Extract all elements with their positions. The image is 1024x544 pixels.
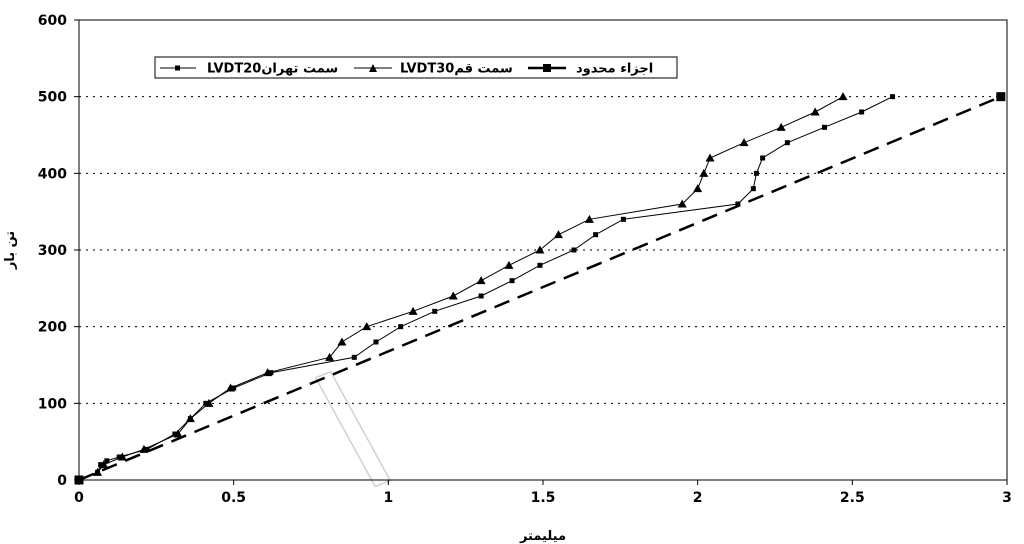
legend-label-lvdt30: LVDT30سمت قم — [400, 62, 513, 77]
data-point — [337, 337, 347, 346]
x-tick-label: 0 — [74, 490, 84, 506]
data-point — [144, 446, 150, 452]
y-axis-title: تن بار — [3, 231, 18, 270]
data-point — [705, 153, 715, 162]
legend-entry-lvdt20: LVDT20سمت تهران — [160, 62, 338, 77]
data-point — [203, 400, 209, 406]
series-line-2 — [78, 96, 844, 481]
y-tick-label: 100 — [38, 396, 67, 412]
data-point — [553, 230, 563, 239]
data-point — [263, 368, 273, 377]
x-axis-title: میلیمتر — [519, 529, 566, 544]
data-point — [859, 109, 865, 115]
data-point — [185, 414, 195, 423]
legend-marker-triangle — [369, 64, 377, 72]
data-point — [104, 458, 110, 464]
data-point — [432, 308, 438, 314]
legend-label-fem: اجزاء محدود — [576, 62, 653, 77]
x-axis: 0 0.5 1 1.5 2 2.5 3 — [74, 480, 1012, 506]
data-point — [325, 352, 335, 361]
data-point — [362, 322, 372, 331]
x-tick-label: 2 — [693, 490, 703, 506]
data-point — [268, 370, 274, 376]
data-point — [509, 278, 515, 284]
y-tick-label: 0 — [57, 473, 67, 489]
data-point — [116, 454, 122, 460]
data-point — [117, 452, 127, 461]
data-point — [173, 429, 183, 438]
data-point — [810, 107, 820, 116]
data-point — [890, 94, 896, 100]
x-tick-label: 1.5 — [531, 490, 556, 506]
data-point — [172, 431, 178, 437]
legend-entry-lvdt30: LVDT30سمت قم — [354, 62, 513, 77]
data-point — [504, 260, 514, 269]
legend-entry-fem: اجزاء محدود — [528, 62, 653, 77]
series-line-3 — [78, 95, 1002, 482]
data-point — [99, 460, 109, 469]
x-tick-label: 2.5 — [840, 490, 865, 506]
y-tick-label: 300 — [38, 243, 67, 259]
data-point — [620, 216, 626, 222]
legend-marker-square-large — [543, 64, 551, 72]
data-point — [448, 291, 458, 300]
series-layer — [74, 92, 1006, 485]
data-point — [231, 385, 237, 391]
data-point — [398, 324, 404, 330]
data-point — [478, 293, 484, 299]
data-point — [699, 168, 709, 177]
data-point — [584, 214, 594, 223]
data-point — [139, 444, 149, 453]
data-point — [351, 354, 357, 360]
data-point — [821, 124, 827, 130]
legend-marker-square — [175, 65, 180, 71]
legend-label-lvdt20: LVDT20سمت تهران — [207, 62, 338, 77]
grid — [79, 96, 1007, 404]
y-tick-label: 400 — [38, 166, 67, 182]
x-tick-label: 3 — [1002, 490, 1012, 506]
data-point — [373, 339, 379, 345]
series-line-1 — [78, 96, 893, 481]
legend-box — [154, 56, 678, 79]
data-point — [408, 306, 418, 315]
data-point — [996, 92, 1006, 102]
x-tick-label: 0.5 — [221, 490, 246, 506]
data-point — [535, 245, 545, 254]
data-point — [750, 186, 756, 192]
data-point — [98, 462, 104, 468]
y-tick-label: 600 — [38, 13, 67, 29]
x-tick-label: 1 — [383, 490, 393, 506]
data-point — [735, 201, 741, 207]
data-point — [753, 170, 759, 176]
data-point — [776, 122, 786, 131]
data-point — [476, 276, 486, 285]
data-point — [74, 475, 84, 485]
y-tick-label: 500 — [38, 90, 67, 106]
data-point — [571, 247, 577, 253]
y-tick-label: 200 — [38, 320, 67, 336]
y-axis: 0 100 200 300 400 500 600 — [38, 13, 79, 489]
data-point — [593, 232, 599, 238]
data-point — [204, 398, 214, 407]
data-point — [784, 140, 790, 146]
data-point — [739, 138, 749, 147]
data-point — [693, 184, 703, 193]
data-point — [93, 467, 103, 476]
data-point — [760, 155, 766, 161]
data-point — [677, 199, 687, 208]
data-point — [838, 92, 848, 101]
data-point — [226, 383, 236, 392]
legend: LVDT20سمت تهران LVDT30سمت قم اجزاء محدود — [154, 56, 678, 79]
data-point — [537, 262, 543, 268]
